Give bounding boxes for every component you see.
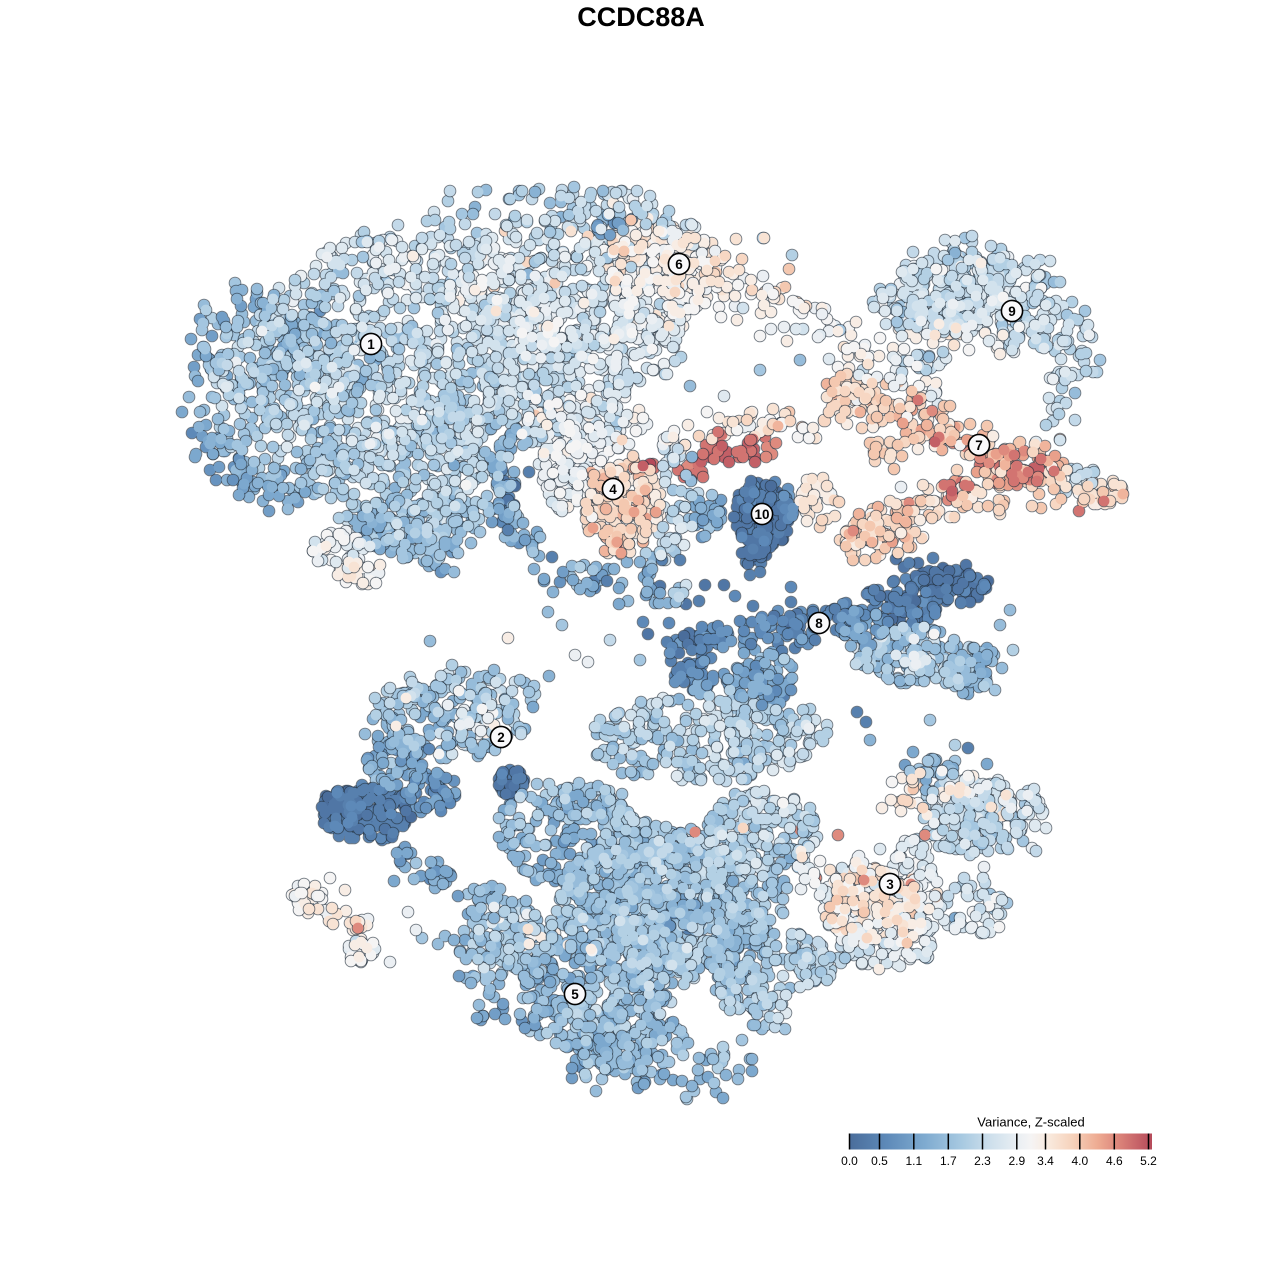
- svg-text:4.0: 4.0: [1071, 1154, 1088, 1168]
- svg-text:7: 7: [975, 438, 983, 453]
- svg-text:1.7: 1.7: [940, 1154, 957, 1168]
- svg-text:9: 9: [1008, 304, 1016, 319]
- svg-text:1.1: 1.1: [905, 1154, 922, 1168]
- svg-text:5: 5: [571, 987, 579, 1002]
- svg-text:3.4: 3.4: [1037, 1154, 1054, 1168]
- svg-text:3: 3: [886, 877, 894, 892]
- svg-text:2.9: 2.9: [1008, 1154, 1025, 1168]
- svg-text:4.6: 4.6: [1106, 1154, 1123, 1168]
- svg-text:2: 2: [497, 730, 505, 745]
- svg-text:2.3: 2.3: [974, 1154, 991, 1168]
- svg-text:0.5: 0.5: [871, 1154, 888, 1168]
- svg-text:1: 1: [367, 337, 375, 352]
- svg-text:4: 4: [609, 482, 617, 497]
- svg-text:10: 10: [754, 507, 769, 522]
- svg-text:8: 8: [815, 616, 823, 631]
- svg-text:0.0: 0.0: [841, 1154, 858, 1168]
- svg-text:5.2: 5.2: [1140, 1154, 1157, 1168]
- svg-text:CCDC88A: CCDC88A: [577, 2, 705, 32]
- svg-text:Variance, Z-scaled: Variance, Z-scaled: [977, 1115, 1084, 1130]
- svg-text:6: 6: [675, 257, 683, 272]
